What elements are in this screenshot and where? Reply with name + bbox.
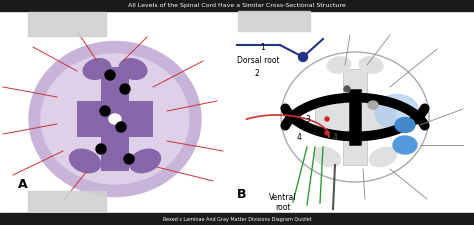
Ellipse shape: [375, 95, 419, 130]
Ellipse shape: [109, 115, 121, 124]
Bar: [0, 213, 474, 225]
Text: 4: 4: [333, 132, 338, 141]
Text: 4: 4: [297, 132, 302, 141]
Text: A: A: [18, 177, 27, 190]
Ellipse shape: [96, 144, 106, 154]
Ellipse shape: [124, 154, 134, 164]
Ellipse shape: [119, 59, 147, 80]
Ellipse shape: [120, 85, 130, 94]
Text: Dorsal root: Dorsal root: [237, 56, 280, 65]
Text: B: B: [237, 187, 246, 200]
Ellipse shape: [395, 118, 415, 133]
Ellipse shape: [116, 122, 126, 132]
Ellipse shape: [83, 59, 111, 80]
Ellipse shape: [29, 42, 201, 197]
Text: Ventral
root: Ventral root: [269, 192, 297, 211]
Ellipse shape: [41, 55, 189, 184]
Text: Rexed s Laminae And Gray Matter Divisions Diagram Quizlet: Rexed s Laminae And Gray Matter Division…: [163, 216, 311, 222]
Bar: [28, 13, 106, 37]
Text: 3: 3: [305, 115, 310, 124]
Ellipse shape: [327, 58, 351, 74]
Ellipse shape: [368, 101, 378, 110]
Ellipse shape: [70, 150, 100, 173]
Bar: [238, 12, 472, 213]
Ellipse shape: [129, 150, 161, 173]
Ellipse shape: [313, 148, 340, 167]
Text: 2: 2: [255, 69, 260, 78]
Ellipse shape: [105, 71, 115, 81]
Ellipse shape: [325, 131, 329, 135]
Text: 1: 1: [260, 43, 265, 52]
Ellipse shape: [344, 87, 350, 93]
Bar: [238, 12, 310, 32]
Polygon shape: [77, 68, 153, 171]
Ellipse shape: [299, 53, 308, 62]
Bar: [0, 0, 474, 12]
Ellipse shape: [100, 106, 110, 117]
Polygon shape: [315, 70, 395, 165]
Ellipse shape: [370, 148, 397, 167]
Text: All Levels of the Spinal Cord Have a Similar Cross-Sectional Structure: All Levels of the Spinal Cord Have a Sim…: [128, 3, 346, 9]
Bar: [28, 191, 106, 211]
Ellipse shape: [359, 58, 383, 74]
Ellipse shape: [325, 117, 329, 122]
Ellipse shape: [393, 136, 417, 154]
